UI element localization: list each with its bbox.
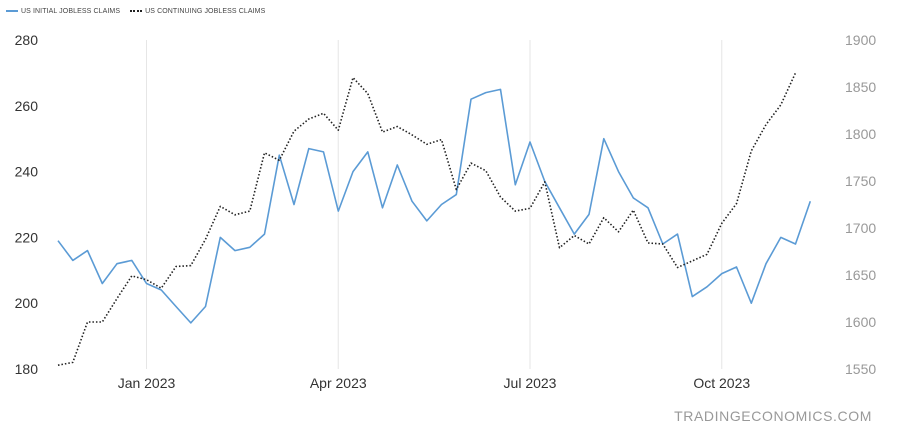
y-right-tick-label: 1650	[845, 267, 876, 283]
series-line-initial-claims[interactable]	[57, 88, 812, 324]
legend-swatch-initial	[6, 10, 18, 12]
legend: US INITIAL JOBLESS CLAIMS US CONTINUING …	[6, 4, 275, 18]
y-left-tick-label: 260	[15, 98, 39, 114]
y-left-tick-label: 240	[15, 164, 39, 180]
y-right-tick-label: 1600	[845, 314, 876, 330]
series-line-continuing-claims[interactable]	[57, 72, 797, 366]
legend-swatch-continuing	[130, 10, 143, 12]
y-right-tick-label: 1900	[845, 32, 876, 48]
legend-label-initial: US INITIAL JOBLESS CLAIMS	[21, 7, 121, 15]
y-right-tick-label: 1700	[845, 220, 876, 236]
y-right-tick-label: 1850	[845, 79, 876, 95]
y-left-tick-label: 280	[15, 32, 39, 48]
legend-label-continuing: US CONTINUING JOBLESS CLAIMS	[145, 7, 266, 15]
y-left-tick-label: 180	[15, 361, 39, 377]
legend-item-continuing[interactable]: US CONTINUING JOBLESS CLAIMS	[130, 8, 265, 15]
y-right-tick-label: 1800	[845, 126, 876, 142]
x-tick-label: Oct 2023	[693, 375, 750, 391]
x-tick-label: Apr 2023	[310, 375, 367, 391]
y-left-tick-label: 220	[15, 229, 39, 245]
source-credit: TRADINGECONOMICS.COM	[674, 408, 872, 424]
y-right-tick-label: 1750	[845, 173, 876, 189]
y-right-tick-label: 1550	[845, 361, 876, 377]
legend-item-initial[interactable]: US INITIAL JOBLESS CLAIMS	[6, 8, 120, 15]
x-tick-label: Jul 2023	[504, 375, 557, 391]
x-tick-label: Jan 2023	[118, 375, 176, 391]
y-left-tick-label: 200	[15, 295, 39, 311]
